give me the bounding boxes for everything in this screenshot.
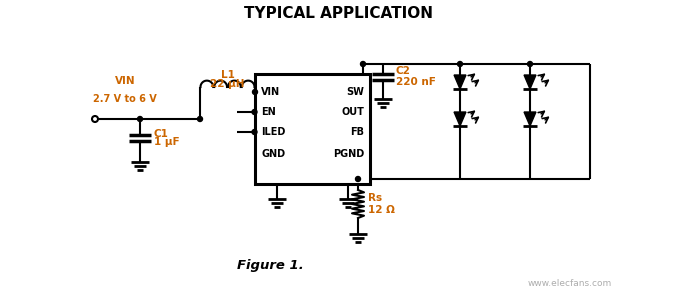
Text: C2: C2	[396, 66, 411, 76]
Text: Rs: Rs	[368, 193, 382, 203]
Text: SW: SW	[346, 87, 364, 97]
Polygon shape	[524, 112, 536, 126]
Bar	[255, 74, 370, 184]
Text: 1 μF: 1 μF	[154, 137, 179, 147]
Text: OUT: OUT	[341, 107, 364, 117]
Text: 12 Ω: 12 Ω	[368, 205, 395, 215]
Text: TYPICAL APPLICATION: TYPICAL APPLICATION	[244, 5, 433, 20]
Polygon shape	[454, 75, 466, 89]
Text: 220 nF: 220 nF	[396, 77, 436, 87]
Polygon shape	[454, 112, 466, 126]
Text: C1: C1	[154, 129, 169, 139]
Text: www.elecfans.com: www.elecfans.com	[528, 279, 612, 288]
Circle shape	[137, 116, 142, 122]
Text: Figure 1.: Figure 1.	[237, 260, 303, 272]
Text: VIN: VIN	[261, 87, 280, 97]
Text: ILED: ILED	[261, 127, 286, 137]
Text: 2.7 V to 6 V: 2.7 V to 6 V	[93, 94, 157, 104]
Circle shape	[252, 109, 257, 115]
Circle shape	[458, 61, 462, 67]
Text: FB: FB	[350, 127, 364, 137]
Text: 22 μH: 22 μH	[211, 79, 245, 89]
Polygon shape	[524, 75, 536, 89]
Circle shape	[527, 61, 533, 67]
Text: VIN: VIN	[114, 76, 135, 86]
Text: GND: GND	[261, 149, 285, 159]
Text: L1: L1	[221, 70, 234, 80]
Circle shape	[252, 130, 257, 134]
Circle shape	[360, 61, 366, 67]
Circle shape	[355, 177, 360, 181]
Text: PGND: PGND	[333, 149, 364, 159]
Text: EN: EN	[261, 107, 276, 117]
Circle shape	[253, 89, 257, 95]
Circle shape	[198, 116, 202, 122]
